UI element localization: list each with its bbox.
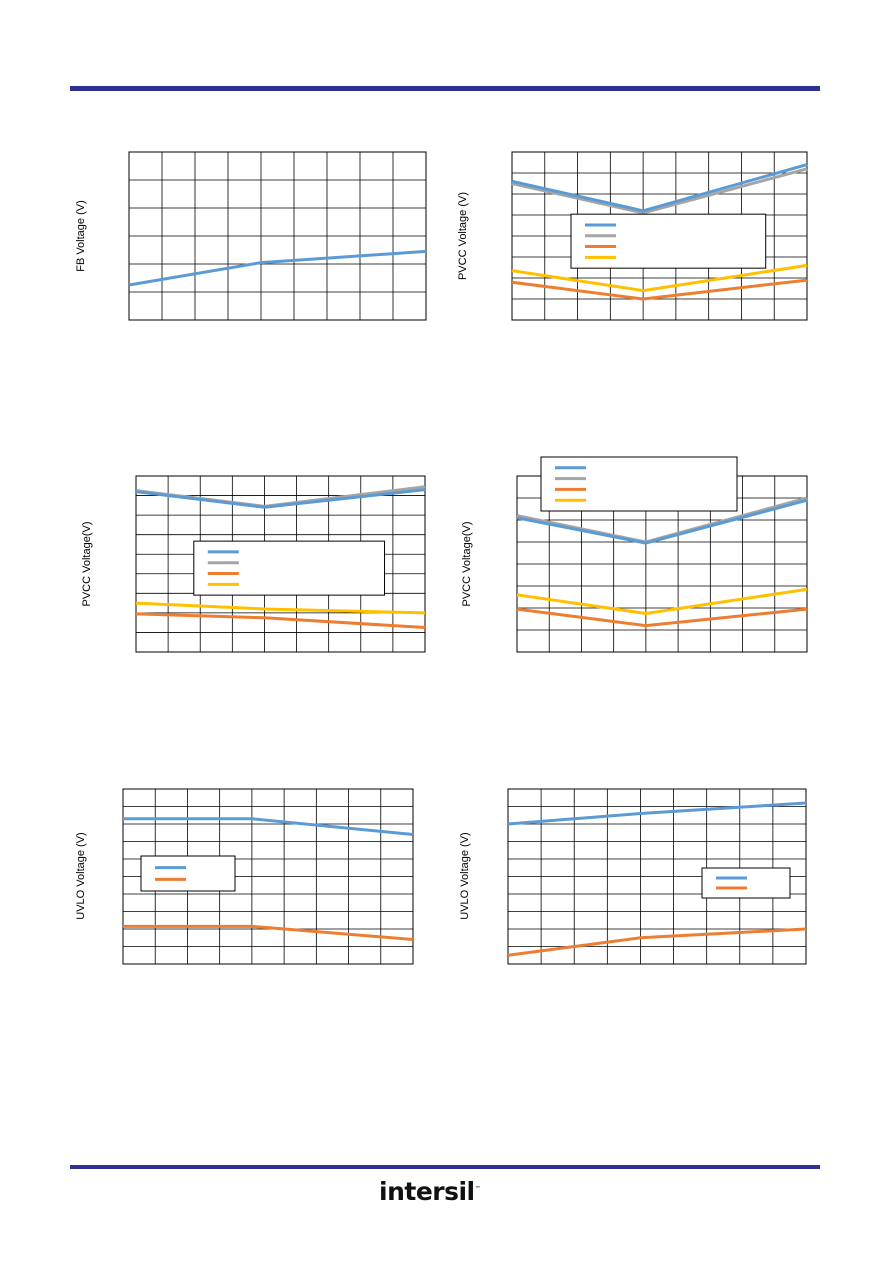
series-line <box>511 278 808 301</box>
chart-2: PVCC Voltage (V) <box>457 151 808 321</box>
y-axis-label: UVLO Voltage (V) <box>459 832 471 919</box>
chart-3: PVCC Voltage(V) <box>81 475 426 653</box>
series-line <box>516 498 808 545</box>
header-rule <box>70 86 820 91</box>
legend-box <box>540 456 738 512</box>
y-axis-label: PVCC Voltage(V) <box>81 522 93 607</box>
y-axis-label: PVCC Voltage(V) <box>461 522 473 607</box>
footer-rule <box>70 1165 820 1169</box>
series-line <box>507 927 807 957</box>
series-line <box>128 249 427 287</box>
series-line <box>507 801 807 826</box>
chart-6: UVLO Voltage (V) <box>459 788 807 965</box>
intersil-logo: intersil™ <box>379 1177 481 1206</box>
y-axis-label: FB Voltage (V) <box>75 200 87 272</box>
series-line <box>135 488 426 509</box>
chart-1: FB Voltage (V) <box>75 151 427 321</box>
series-line <box>135 601 426 615</box>
legend-box <box>570 213 767 269</box>
series-line <box>123 817 414 836</box>
y-axis-label: PVCC Voltage (V) <box>457 192 469 280</box>
legend-box <box>140 855 236 892</box>
y-axis-label: UVLO Voltage (V) <box>75 832 87 919</box>
legend-box <box>701 867 791 899</box>
series-line <box>123 924 414 941</box>
series-line <box>511 167 808 215</box>
chart-4: PVCC Voltage(V) <box>461 456 808 653</box>
series-line <box>135 612 426 630</box>
chart-5: UVLO Voltage (V) <box>75 788 414 965</box>
series-line <box>511 263 808 293</box>
series-line <box>516 587 808 615</box>
legend-box <box>193 540 386 596</box>
logo-text: intersil <box>379 1177 475 1206</box>
series-line <box>516 607 808 628</box>
series-line <box>511 163 808 213</box>
